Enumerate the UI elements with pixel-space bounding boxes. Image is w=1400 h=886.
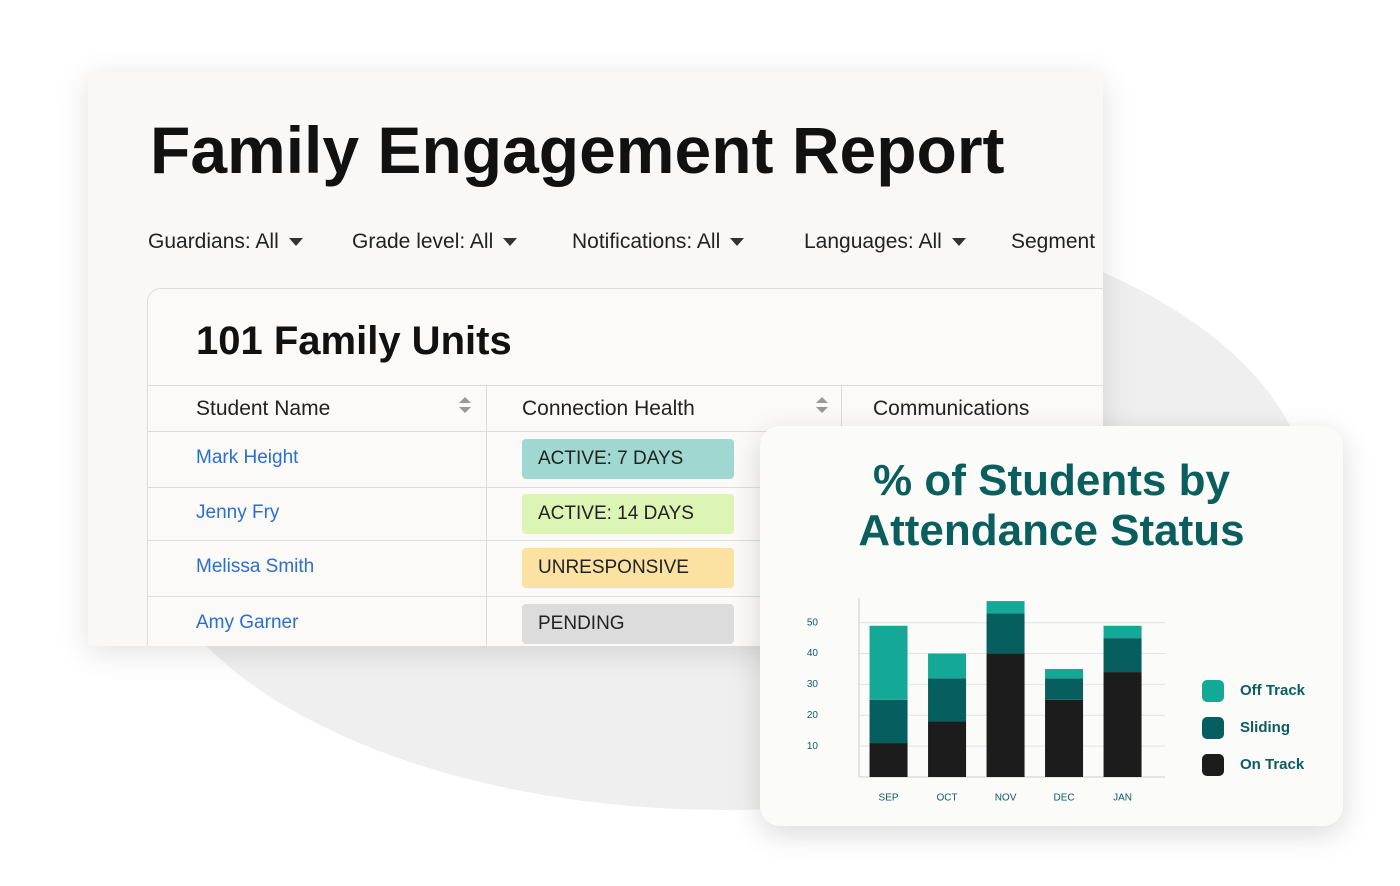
filter-label: Segment	[1011, 230, 1096, 253]
chart-title: % of Students by Attendance Status	[858, 456, 1245, 555]
filter-label: Guardians: All	[148, 230, 279, 253]
x-tick-label: DEC	[1053, 793, 1074, 804]
bar-segment	[869, 625, 908, 700]
dropdown-arrow	[503, 238, 518, 247]
legend-swatch	[1202, 717, 1224, 739]
divider	[148, 540, 1103, 541]
bar-segment	[928, 678, 967, 722]
y-tick-label: 40	[807, 648, 819, 659]
dropdown-arrow	[951, 238, 966, 247]
status-badge: UNRESPONSIVE	[522, 548, 734, 588]
divider	[148, 431, 1103, 432]
report-title: Family Engagement Report	[150, 113, 1005, 187]
bar-segment	[1103, 625, 1142, 639]
bar-segment	[986, 613, 1025, 654]
legend-swatch	[1202, 680, 1224, 702]
bar-segment	[928, 721, 967, 777]
bar-segment	[1045, 678, 1084, 700]
bar-segment	[986, 653, 1025, 777]
x-tick-label: SEP	[879, 793, 899, 804]
student-name[interactable]: Jenny Fry	[196, 501, 280, 523]
column-header[interactable]: Student Name	[196, 397, 331, 420]
filter-label: Languages: All	[804, 230, 942, 253]
bar-segment	[869, 743, 908, 777]
table-title: 101 Family Units	[196, 319, 512, 363]
column-header[interactable]: Communications	[873, 397, 1030, 420]
filter-dropdown[interactable]: Guardians: All	[148, 230, 303, 254]
bar-segment	[869, 699, 908, 744]
divider	[148, 487, 1103, 488]
bar-segment	[1045, 699, 1084, 777]
x-tick-label: NOV	[995, 793, 1017, 804]
sort-icon[interactable]	[446, 395, 486, 425]
student-name[interactable]: Melissa Smith	[196, 556, 315, 577]
filter-dropdown[interactable]: Languages: All	[804, 230, 966, 254]
x-tick-label: JAN	[1113, 793, 1132, 804]
x-tick-label: OCT	[936, 793, 957, 804]
column-header[interactable]: Connection Health	[522, 397, 695, 420]
filter-dropdown[interactable]: Segment	[1011, 230, 1095, 254]
bar-segment	[928, 653, 967, 679]
divider	[148, 596, 1103, 597]
divider	[486, 385, 487, 646]
legend-label: Off Track	[1240, 682, 1306, 699]
dropdown-arrow	[288, 238, 303, 247]
y-tick-label: 30	[807, 679, 819, 690]
status-badge: PENDING	[522, 604, 734, 644]
bar-segment	[1103, 638, 1142, 673]
filter-label: Grade level: All	[352, 230, 494, 253]
report-card: Family Engagement Report 101 Family Unit…	[88, 72, 1103, 646]
y-tick-label: 10	[807, 741, 819, 752]
status-badge: ACTIVE: 7 DAYS	[522, 439, 734, 479]
student-name[interactable]: Amy Garner	[196, 612, 299, 633]
chart-card: % of Students by Attendance Status	[760, 426, 1343, 826]
legend-label: Sliding	[1240, 719, 1290, 736]
bar-segment	[1045, 668, 1084, 679]
dropdown-arrow	[730, 238, 745, 247]
student-name[interactable]: Mark Height	[196, 447, 299, 468]
divider	[148, 385, 1103, 386]
sort-icon[interactable]	[803, 395, 843, 425]
filter-dropdown[interactable]: Notifications: All	[572, 230, 745, 254]
bar-segment	[1103, 672, 1142, 777]
filter-dropdown[interactable]: Grade level: All	[352, 230, 518, 254]
legend-label: On Track	[1240, 756, 1305, 773]
y-tick-label: 20	[807, 710, 819, 721]
y-tick-label: 50	[807, 617, 819, 628]
legend-swatch	[1202, 754, 1224, 776]
bar-segment	[986, 601, 1025, 614]
status-badge: ACTIVE: 14 DAYS	[522, 493, 734, 534]
filter-label: Notifications: All	[572, 230, 721, 253]
